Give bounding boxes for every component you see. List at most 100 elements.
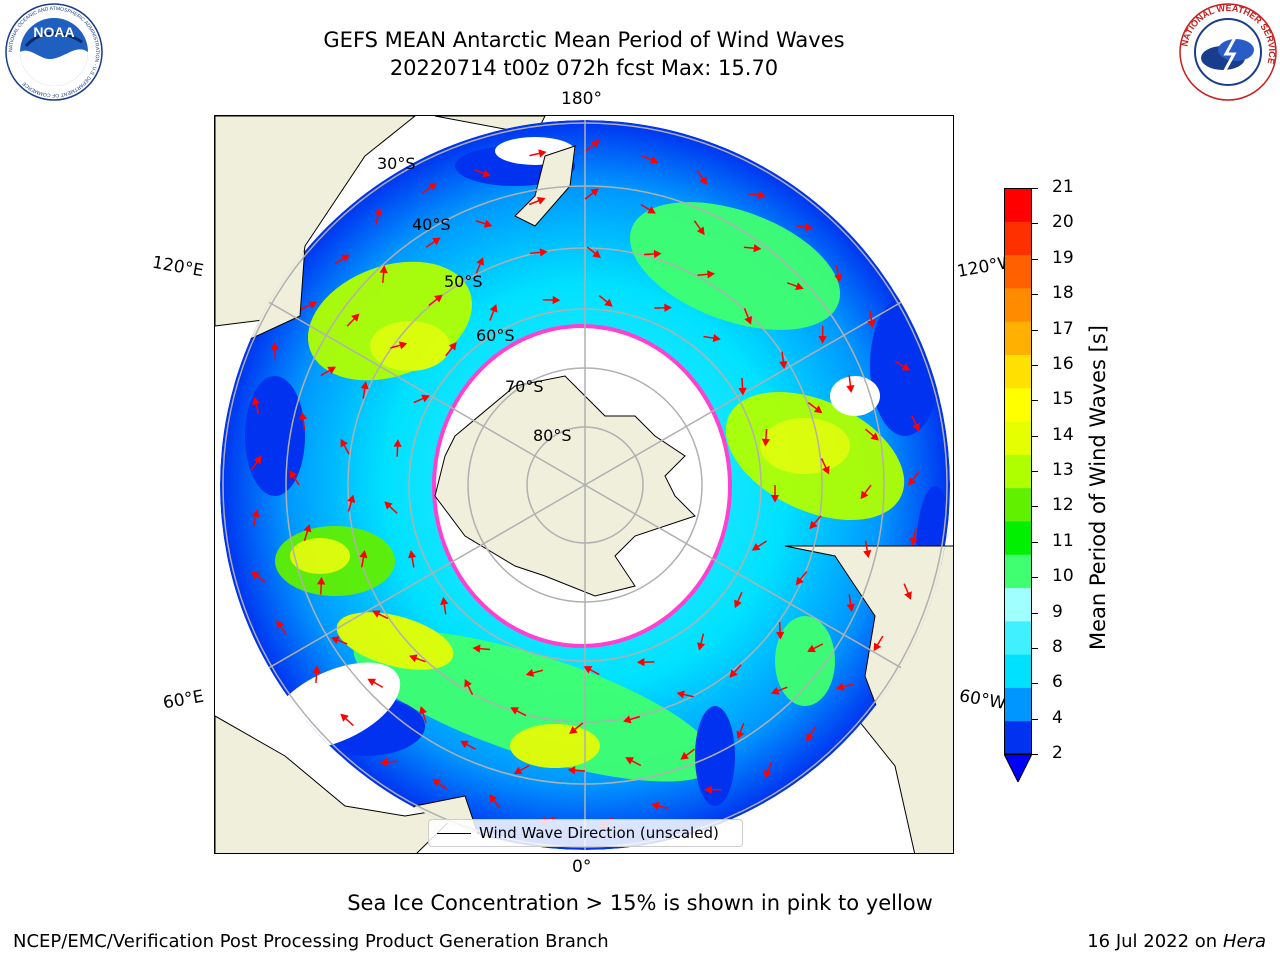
colorbar-segment [1004, 321, 1032, 355]
colorbar-tick-label: 19 [1052, 247, 1074, 268]
wind-arrow-head [308, 301, 318, 309]
lon-label-180: 180° [561, 89, 602, 109]
sea-ice-note: Sea Ice Concentration > 15% is shown in … [347, 891, 933, 915]
lat-label-80s: 80°S [533, 426, 572, 445]
colorbar-segment [1004, 520, 1032, 555]
wind-arrow-head [795, 282, 804, 291]
wind-arrow-head [753, 244, 762, 253]
wind-arrow-head [758, 190, 767, 200]
footer-branch: NCEP/EMC/Verification Post Processing Pr… [13, 931, 609, 952]
wind-arrow-head [421, 394, 430, 403]
wind-arrow-head [351, 313, 360, 322]
colorbar-segment [1004, 421, 1032, 455]
wind-arrow-head [567, 766, 576, 775]
wind-arrow-head [253, 455, 262, 465]
wind-arrow-head [340, 438, 348, 448]
wind-arrow-head [360, 381, 369, 390]
colorbar-tick-label: 8 [1052, 636, 1063, 657]
wind-arrow-head [591, 139, 600, 148]
wind-arrow-head [804, 223, 813, 232]
wind-arrow-head [647, 206, 656, 214]
wind-arrow-head [340, 713, 349, 722]
wind-arrow-head [751, 542, 761, 551]
wind-arrow-head [384, 501, 393, 510]
colorbar-tick-mark [1032, 329, 1038, 331]
wind-arrow-head [834, 274, 843, 283]
wind-arrow-head [367, 678, 377, 687]
wind-arrow-head [770, 687, 780, 695]
colorbar-segment [1004, 487, 1032, 522]
wind-arrow-head [374, 207, 383, 216]
wind-arrow-head [806, 733, 814, 742]
wind-arrow-head [590, 188, 600, 197]
wind-arrow-head [763, 770, 772, 779]
colorbar-tick-mark [1032, 683, 1038, 685]
wind-arrow-head [680, 751, 689, 760]
colorbar-segment [1004, 554, 1032, 589]
wind-arrow-head [651, 801, 660, 810]
wind-arrow-head [699, 176, 708, 185]
colorbar-tick-label: 2 [1052, 743, 1063, 763]
wind-arrow-head [795, 576, 804, 586]
colorbar-tick-label: 13 [1052, 460, 1074, 480]
wind-arrow-head [379, 758, 388, 767]
lat-label-40s: 40°S [412, 215, 451, 234]
lon-label-60w: 60°W [957, 686, 1008, 714]
footer-date: 16 Jul 2022 on Hera [1087, 931, 1266, 952]
colorbar-tick-mark [1032, 541, 1038, 543]
footer-host: Hera [1222, 931, 1266, 952]
wind-arrow-head [251, 509, 260, 518]
wind-arrow-head [818, 336, 827, 344]
wind-arrow-head [821, 465, 830, 475]
wind-arrow-head [736, 730, 745, 740]
colorbar-tick-label: 11 [1052, 530, 1074, 551]
colorbar-tick-label: 15 [1052, 389, 1074, 410]
wind-arrow-head [440, 596, 449, 605]
map-legend: Wind Wave Direction (unscaled) [428, 819, 743, 847]
wind-arrow-head [569, 726, 578, 734]
wind-arrow-head [867, 319, 876, 328]
lon-label-60e: 60°E [161, 686, 206, 714]
wind-arrow-head [729, 669, 738, 678]
wind-arrow-head [738, 387, 747, 396]
legend-line-sample [437, 833, 471, 834]
wind-arrow-head [664, 303, 672, 312]
lat-label-50s: 50°S [444, 272, 483, 291]
wind-arrow-head [460, 740, 469, 749]
colorbar-tick-label: 20 [1052, 212, 1074, 233]
colorbar-tick-mark [1032, 258, 1038, 260]
wind-arrow-head [809, 520, 818, 530]
wind-arrow-head [482, 169, 491, 178]
wind-arrow-head [761, 438, 770, 447]
wind-arrow-head [704, 785, 712, 794]
colorbar-tick-mark [1032, 506, 1038, 508]
wind-arrow-head [592, 250, 601, 258]
wind-arrow-head [525, 668, 535, 677]
nws-logo: NATIONAL WEATHER SERVICE [1178, 2, 1278, 102]
wind-arrow-head [776, 631, 785, 640]
wind-arrow-head [419, 706, 428, 715]
colorbar-segment [1004, 454, 1032, 489]
wind-arrow-head [448, 342, 457, 351]
wind-arrow-head [712, 333, 721, 343]
wind-arrow-head [696, 642, 706, 651]
wind-arrow-head [846, 384, 855, 393]
wind-arrow-head [696, 226, 705, 236]
wind-arrow-head [312, 665, 321, 674]
wind-arrow-head [912, 422, 920, 432]
colorbar-tick-label: 21 [1052, 177, 1074, 197]
polar-map: 30°S 40°S 50°S 60°S 70°S 80°S [215, 116, 953, 853]
wind-arrow-head [870, 432, 879, 441]
wind-arrow-head [836, 682, 845, 691]
wind-arrow-head [604, 298, 613, 307]
colorbar-segment [1004, 587, 1032, 622]
colorbar-segment [1004, 221, 1032, 256]
wind-arrow-head [536, 196, 546, 205]
wind-arrow-head [317, 576, 326, 585]
wind-arrow-head [622, 715, 632, 724]
colorbar-tick-mark [1032, 294, 1038, 296]
wind-arrow-head [276, 620, 284, 629]
wind-arrow-head [539, 248, 548, 257]
colorbar-tick-label: 16 [1052, 353, 1074, 374]
colorbar-segment [1004, 687, 1032, 722]
